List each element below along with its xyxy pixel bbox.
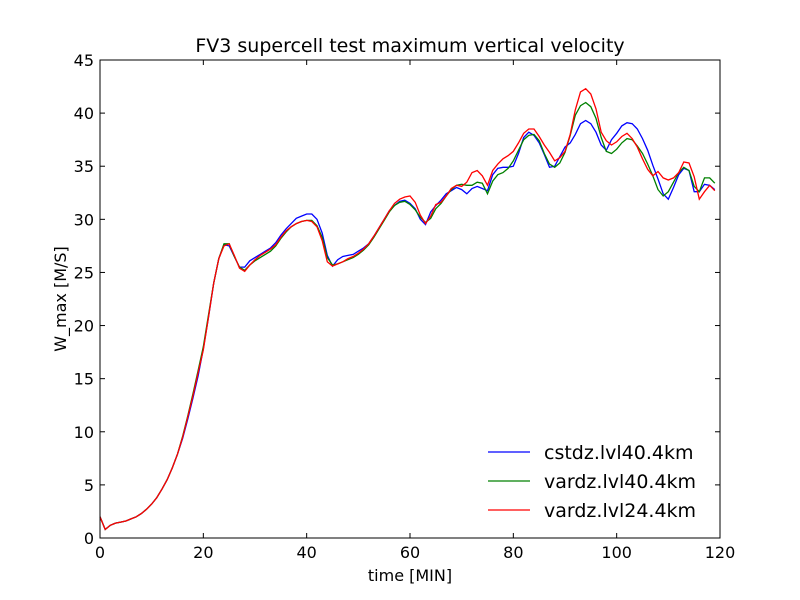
y-tick-label: 25 <box>74 263 94 282</box>
axis-ticks: 0 20 40 60 80 100 120 0 5 10 15 20 25 30 35 40 45 <box>74 51 736 562</box>
y-tick-label: 10 <box>74 423 94 442</box>
y-tick-label: 20 <box>74 317 94 336</box>
x-axis-label: time [MIN] <box>368 566 452 585</box>
y-tick-label: 5 <box>84 476 94 495</box>
legend: cstdz.lvl40.4km vardz.lvl40.4km vardz.lvl2… <box>488 442 696 522</box>
legend-label: vardz.lvl24.4km <box>544 500 696 522</box>
series-line-2 <box>99 101 716 531</box>
y-tick-label: 0 <box>84 529 94 548</box>
y-tick-label: 45 <box>74 51 94 70</box>
x-tick-label: 20 <box>193 543 213 562</box>
x-tick-label: 120 <box>705 543 736 562</box>
x-tick-label: 60 <box>400 543 420 562</box>
x-tick-label: 0 <box>95 543 105 562</box>
y-tick-label: 15 <box>74 370 94 389</box>
y-tick-label: 30 <box>74 210 94 229</box>
legend-label: cstdz.lvl40.4km <box>544 442 694 464</box>
y-tick-label: 35 <box>74 157 94 176</box>
x-tick-label: 40 <box>296 543 316 562</box>
y-axis-label: W_max [M/S] <box>51 246 71 352</box>
plot-area <box>100 60 720 538</box>
x-tick-label: 80 <box>503 543 523 562</box>
legend-label: vardz.lvl40.4km <box>544 471 696 493</box>
chart-title: FV3 supercell test maximum vertical velo… <box>195 35 624 57</box>
x-tick-label: 100 <box>601 543 632 562</box>
series-line-3 <box>99 87 716 531</box>
series-layer <box>99 87 716 531</box>
y-tick-label: 40 <box>74 104 94 123</box>
